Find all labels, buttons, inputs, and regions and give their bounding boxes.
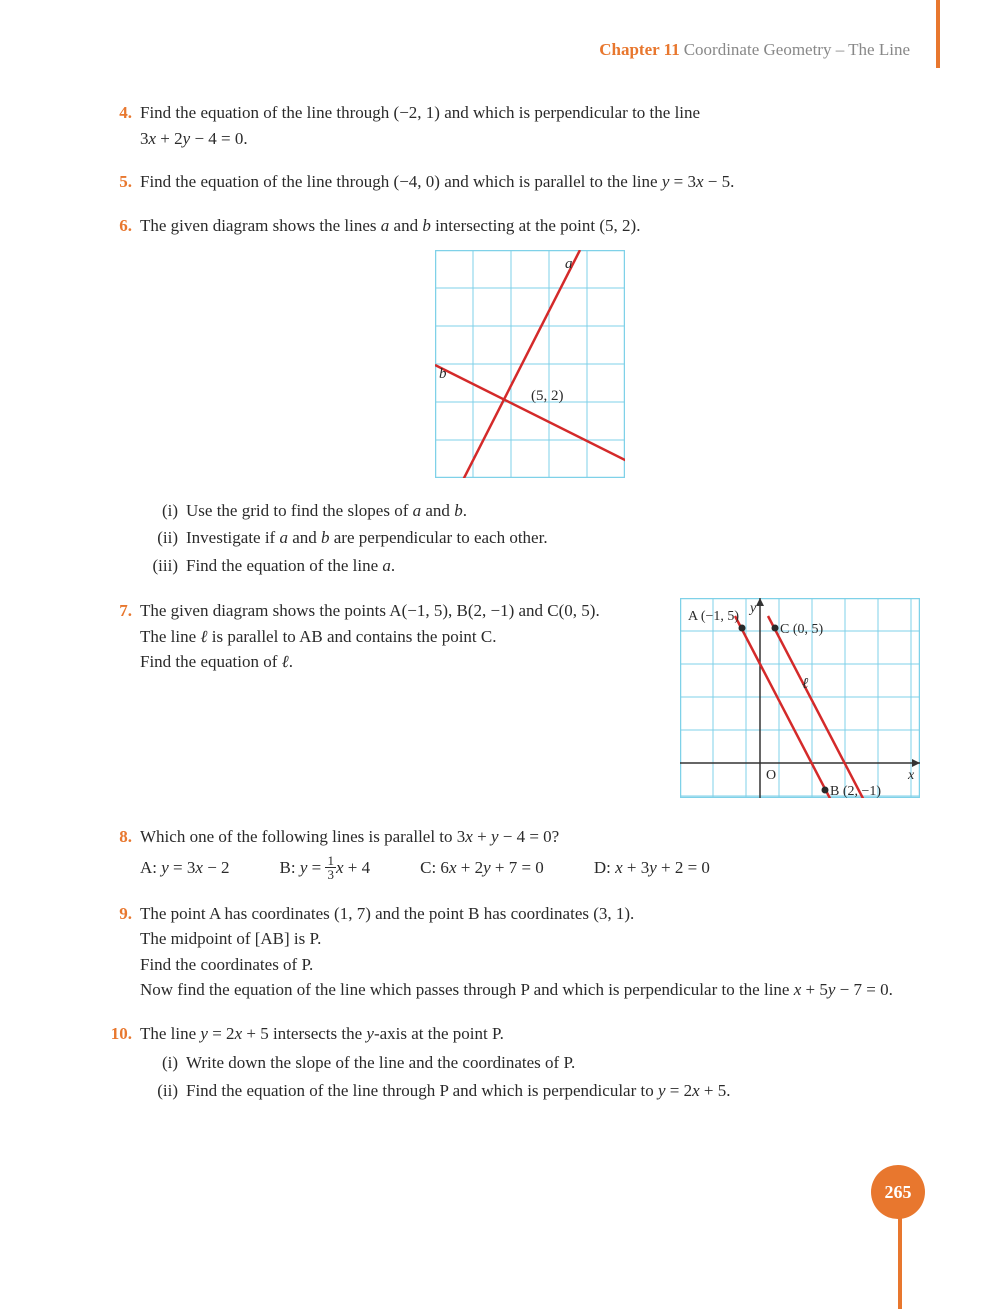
svg-text:y: y: [748, 601, 757, 616]
svg-text:ℓ: ℓ: [802, 676, 808, 692]
problem-5: 5. Find the equation of the line through…: [100, 169, 920, 195]
sub-text: Find the equation of the line through P …: [186, 1078, 731, 1104]
options-row: A: y = 3x − 2 B: y = 13x + 4 C: 6x + 2y …: [140, 855, 920, 883]
option-B: B: y = 13x + 4: [280, 855, 371, 883]
problem-10: 10. The line y = 2x + 5 intersects the y…: [100, 1021, 920, 1106]
problem-number: 6.: [100, 213, 140, 581]
diagram-7: A (−1, 5) C (0, 5) B (2, −1) y x Oℓ: [680, 598, 920, 806]
problem-text: The point A has coordinates (1, 7) and t…: [140, 901, 920, 1003]
accent-bar-bottom: [898, 1214, 902, 1309]
sub-text: Investigate if a and b are perpendicular…: [186, 525, 548, 551]
sub-text: Find the equation of the line a.: [186, 553, 395, 579]
sub-text: Write down the slope of the line and the…: [186, 1050, 575, 1076]
problem-text: Which one of the following lines is para…: [140, 824, 920, 883]
svg-text:(5, 2): (5, 2): [531, 388, 564, 404]
sub-num: (ii): [140, 1078, 186, 1104]
option-A: A: y = 3x − 2: [140, 855, 230, 883]
problem-text: Find the equation of the line through (−…: [140, 169, 920, 195]
diagram-6-svg: a b (5, 2): [435, 250, 625, 478]
problem-7: 7. The given diagram shows the points A(…: [100, 598, 920, 806]
problem-paragraph: The given diagram shows the points A(−1,…: [140, 598, 660, 806]
problem-number: 5.: [100, 169, 140, 195]
diagram-6: a b (5, 2): [140, 250, 920, 486]
diagram-7-svg: A (−1, 5) C (0, 5) B (2, −1) y x Oℓ: [680, 598, 920, 798]
svg-text:A (−1, 5): A (−1, 5): [688, 609, 739, 624]
sublist: (i)Write down the slope of the line and …: [140, 1050, 920, 1103]
problem-text: The given diagram shows the points A(−1,…: [140, 598, 920, 806]
svg-text:B (2, −1): B (2, −1): [830, 784, 881, 798]
sub-text: Use the grid to find the slopes of a and…: [186, 498, 467, 524]
problem-6: 6. The given diagram shows the lines a a…: [100, 213, 920, 581]
problems-list: 4. Find the equation of the line through…: [100, 100, 920, 1105]
problem-4: 4. Find the equation of the line through…: [100, 100, 920, 151]
problem-9: 9. The point A has coordinates (1, 7) an…: [100, 901, 920, 1003]
sub-num: (iii): [140, 553, 186, 579]
option-D: D: x + 3y + 2 = 0: [594, 855, 710, 883]
problem-number: 8.: [100, 824, 140, 883]
problem-8: 8. Which one of the following lines is p…: [100, 824, 920, 883]
page-number-badge: 265: [871, 1165, 925, 1219]
problem-number: 4.: [100, 100, 140, 151]
svg-text:a: a: [565, 256, 573, 272]
svg-text:b: b: [439, 366, 447, 382]
sub-num: (i): [140, 1050, 186, 1076]
problem-text: The line y = 2x + 5 intersects the y-axi…: [140, 1021, 920, 1106]
problem-number: 9.: [100, 901, 140, 1003]
chapter-label: Chapter 11: [599, 40, 679, 59]
page-header: Chapter 11 Coordinate Geometry – The Lin…: [100, 40, 920, 60]
svg-text:x: x: [907, 768, 915, 783]
sub-num: (i): [140, 498, 186, 524]
svg-text:C (0, 5): C (0, 5): [780, 622, 824, 637]
sub-num: (ii): [140, 525, 186, 551]
problem-text: Find the equation of the line through (−…: [140, 100, 920, 151]
problem-number: 10.: [100, 1021, 140, 1106]
sublist: (i)Use the grid to find the slopes of a …: [140, 498, 920, 579]
chapter-title: Coordinate Geometry – The Line: [684, 40, 910, 59]
page: Chapter 11 Coordinate Geometry – The Lin…: [0, 0, 1000, 1309]
problem-number: 7.: [100, 598, 140, 806]
problem-text: The given diagram shows the lines a and …: [140, 213, 920, 581]
option-C: C: 6x + 2y + 7 = 0: [420, 855, 544, 883]
svg-text:O: O: [766, 768, 776, 783]
accent-bar-top: [936, 0, 940, 68]
